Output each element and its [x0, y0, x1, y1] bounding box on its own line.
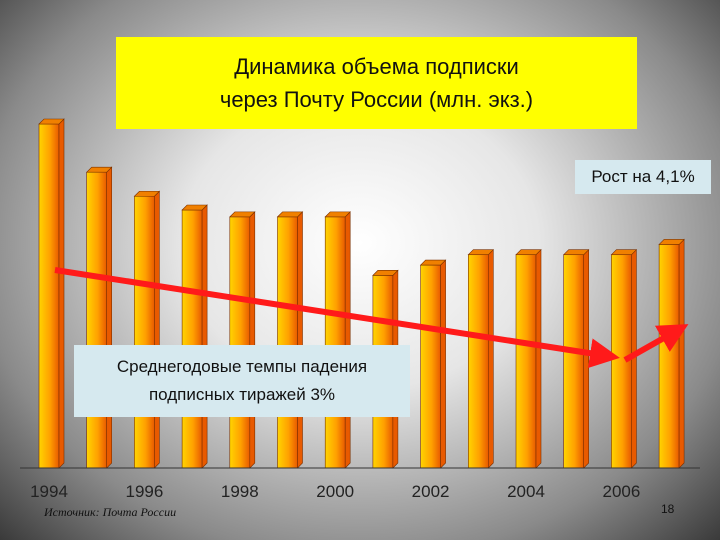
bar-top-1996 [133, 190, 161, 197]
bar-1996 [133, 190, 161, 469]
bar-side-2002 [440, 259, 446, 469]
bar-side-2007 [678, 238, 685, 469]
bar-2002 [419, 259, 447, 469]
bar-side-1994 [58, 118, 65, 469]
bar-2005 [562, 248, 590, 469]
decline-annotation-line-2: подписных тиражей 3% [148, 385, 336, 404]
x-tick-label-2000: 2000 [316, 482, 354, 501]
bar-front-1998 [229, 216, 251, 469]
bar-side-2005 [583, 248, 590, 469]
bar-front-1996 [134, 195, 155, 469]
bar-top-1995 [85, 166, 113, 173]
bar-side-1998 [249, 211, 256, 469]
growth-trend-arrow [623, 324, 689, 363]
x-tick-labels: 1994 1996 1998 2000 2002 2004 2006 [30, 482, 640, 501]
growth-annotation: Рост на 4,1% [575, 160, 711, 194]
x-tick-label-2002: 2002 [412, 482, 450, 501]
bar-top-1998 [229, 211, 256, 218]
bar-side-1997 [201, 204, 208, 469]
bar-front-1995 [86, 171, 107, 469]
x-tick-label-1996: 1996 [125, 482, 163, 501]
bar-side-1999 [297, 211, 303, 469]
decline-trend-arrow [54, 267, 620, 369]
bar-front-2002 [420, 264, 441, 469]
chart-title-line-2: через Почту России (млн. экз.) [219, 87, 534, 112]
bar-2007 [658, 238, 685, 469]
bar-top-2006 [610, 249, 638, 256]
source-note: Источник: Почта России [44, 505, 177, 519]
bar-2003 [467, 248, 495, 469]
bar-top-2002 [419, 259, 447, 266]
bar-top-2003 [467, 249, 495, 256]
bar-top-1997 [181, 204, 208, 211]
x-tick-label-2006: 2006 [602, 482, 640, 501]
bar-front-2003 [467, 254, 489, 469]
x-tick-label-1994: 1994 [30, 482, 68, 501]
x-tick-label-2004: 2004 [507, 482, 545, 501]
bar-2004 [515, 248, 542, 469]
bar-1997 [181, 204, 208, 469]
bar-side-2004 [535, 248, 542, 469]
bar-front-2004 [515, 254, 537, 469]
bar-side-2000 [344, 211, 351, 469]
decline-annotation: Среднегодовые темпы падения подписных ти… [74, 345, 410, 417]
bar-top-2000 [324, 211, 351, 218]
bar-top-2005 [562, 249, 590, 256]
bar-front-2005 [563, 254, 585, 469]
bar-top-1994 [38, 118, 65, 125]
bar-side-2003 [487, 248, 494, 469]
bar-top-2004 [515, 249, 542, 256]
bar-side-1996 [154, 190, 160, 469]
bar-front-1997 [181, 209, 203, 469]
bar-front-2000 [324, 216, 346, 469]
decline-annotation-line-1: Среднегодовые темпы падения [116, 357, 368, 376]
bar-2006 [610, 248, 638, 469]
bar-front-1994 [38, 123, 60, 469]
bar-top-2007 [658, 239, 685, 245]
bar-1999 [276, 211, 304, 469]
bar-1995 [85, 166, 113, 469]
chart-title-box: Динамика объема подписки через Почту Рос… [116, 37, 637, 129]
bar-front-1999 [277, 216, 298, 469]
chart-title-line-1: Динамика объема подписки [234, 54, 519, 79]
bar-1998 [229, 211, 256, 469]
x-tick-label-1998: 1998 [221, 482, 259, 501]
bar-side-1995 [106, 166, 112, 469]
page-number: 18 [661, 502, 675, 516]
bar-top-2001 [372, 270, 399, 276]
bar-top-1999 [276, 211, 304, 218]
bar-1994 [38, 118, 65, 469]
bar-front-2007 [658, 244, 680, 469]
bar-2000 [324, 211, 351, 469]
